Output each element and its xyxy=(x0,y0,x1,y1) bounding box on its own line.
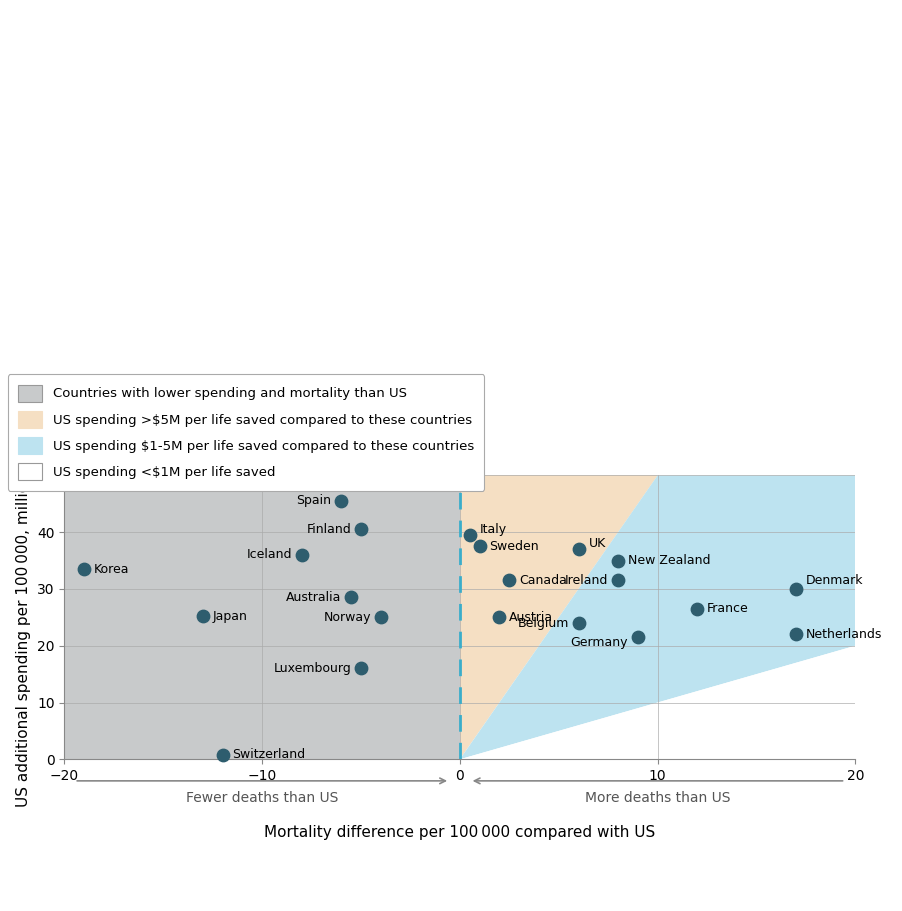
Text: France: France xyxy=(706,602,748,615)
Text: Italy: Italy xyxy=(479,523,506,536)
Point xyxy=(689,601,704,616)
Point xyxy=(502,573,516,588)
Point xyxy=(334,494,348,508)
Point xyxy=(630,630,644,644)
Text: Japan: Japan xyxy=(213,609,247,623)
Text: Sweden: Sweden xyxy=(489,540,538,553)
Point xyxy=(788,581,803,596)
Polygon shape xyxy=(459,646,854,759)
Text: Luxembourg: Luxembourg xyxy=(273,662,351,675)
Point xyxy=(196,609,210,623)
Point xyxy=(344,590,358,605)
Point xyxy=(571,542,585,557)
Text: Finland: Finland xyxy=(306,523,351,536)
Point xyxy=(472,539,486,554)
Point xyxy=(610,553,624,568)
Point xyxy=(462,527,476,542)
Polygon shape xyxy=(459,476,657,759)
Point xyxy=(788,627,803,641)
Text: Switzerland: Switzerland xyxy=(232,748,305,762)
Text: UK: UK xyxy=(588,537,605,550)
Point xyxy=(610,573,624,588)
Point xyxy=(492,610,506,625)
Legend: Countries with lower spending and mortality than US, US spending >$5M per life s: Countries with lower spending and mortal… xyxy=(8,374,483,491)
Text: Norway: Norway xyxy=(323,611,371,624)
Polygon shape xyxy=(459,476,854,759)
Text: Spain: Spain xyxy=(296,495,331,507)
Text: Belgium: Belgium xyxy=(517,617,568,630)
Text: More deaths than US: More deaths than US xyxy=(584,791,730,804)
Point xyxy=(294,548,308,562)
Point xyxy=(354,661,368,676)
Point xyxy=(571,616,585,630)
Point xyxy=(215,747,229,762)
Text: Fewer deaths than US: Fewer deaths than US xyxy=(186,791,338,804)
Text: Netherlands: Netherlands xyxy=(805,628,881,640)
Y-axis label: US additional spending per 100 000, millions USD: US additional spending per 100 000, mill… xyxy=(16,427,32,807)
Text: Germany: Germany xyxy=(570,637,627,650)
Text: New Zealand: New Zealand xyxy=(627,554,710,567)
Text: Australia: Australia xyxy=(286,591,341,604)
Point xyxy=(373,610,388,625)
X-axis label: Mortality difference per 100 000 compared with US: Mortality difference per 100 000 compare… xyxy=(264,824,655,840)
Text: Austria: Austria xyxy=(509,611,553,624)
Text: Iceland: Iceland xyxy=(246,548,291,561)
Text: Korea: Korea xyxy=(94,563,129,576)
Point xyxy=(77,562,91,577)
Text: Denmark: Denmark xyxy=(805,574,862,587)
Text: Ireland: Ireland xyxy=(564,574,608,587)
Point xyxy=(354,522,368,537)
Text: Canada: Canada xyxy=(519,574,566,587)
Polygon shape xyxy=(64,476,459,759)
